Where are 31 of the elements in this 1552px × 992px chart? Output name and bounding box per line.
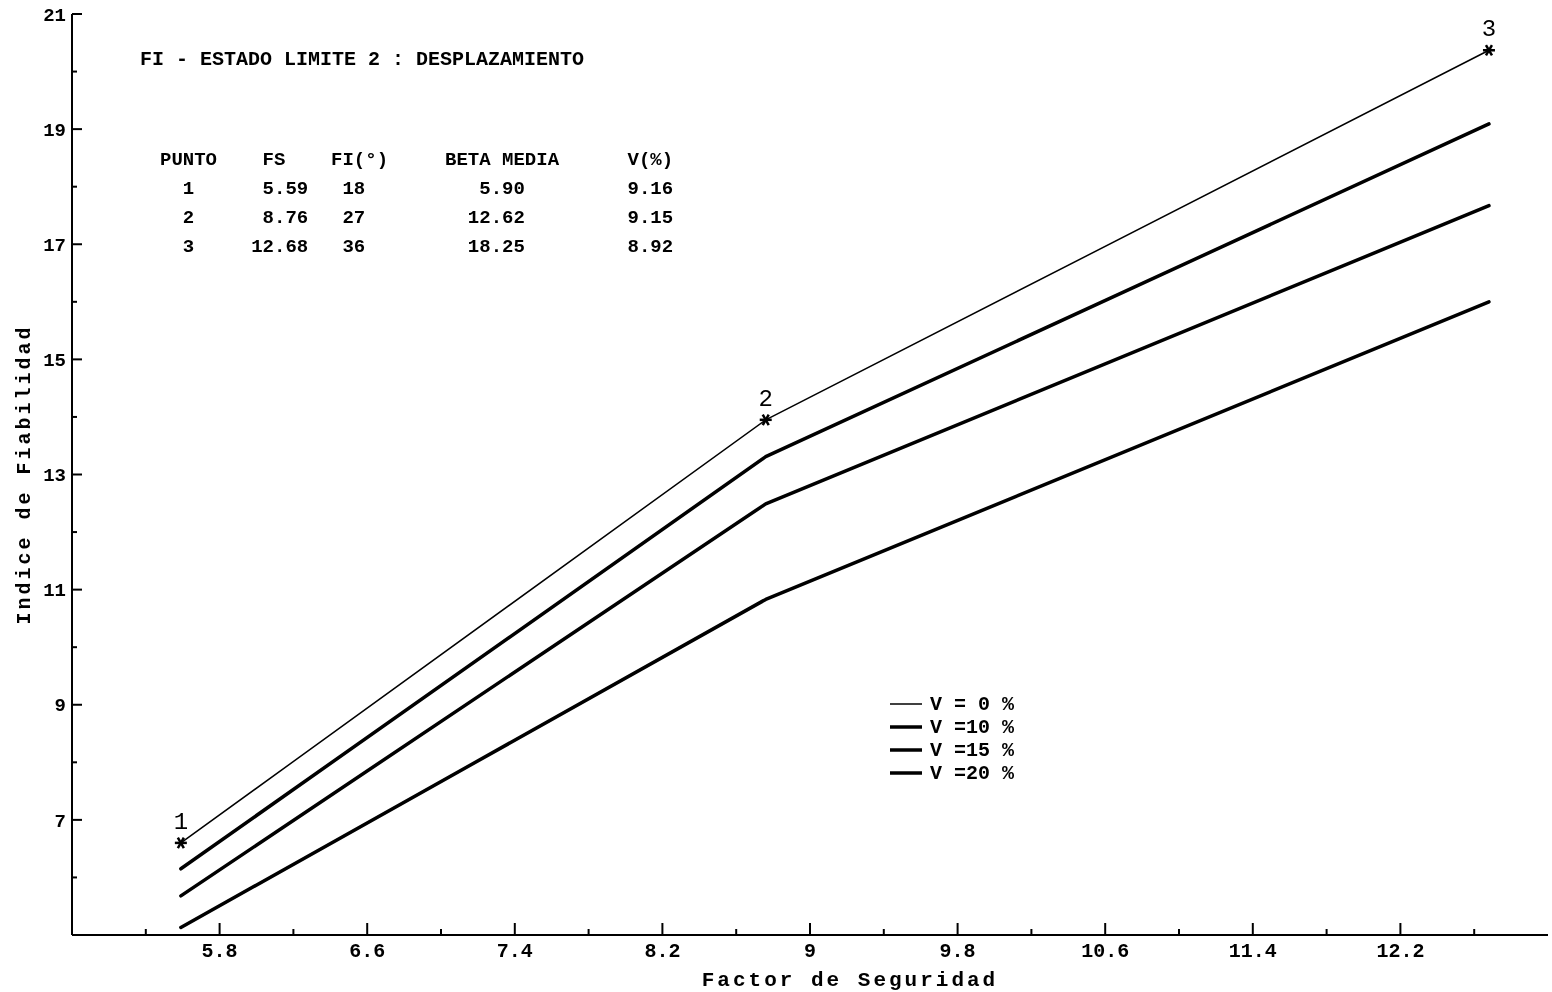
x-tick-label: 9.8: [939, 940, 976, 963]
x-tick-label: 9: [803, 940, 817, 963]
annotation: 3: [1481, 16, 1497, 44]
x-tick-label: 12.2: [1376, 940, 1425, 963]
y-tick-label: 21: [43, 4, 66, 27]
y-axis-title: Indice de Fiabilidad: [13, 324, 36, 625]
legend-label: V =15 %: [930, 739, 1016, 762]
x-tick-label: 7.4: [496, 940, 533, 963]
y-tick-label: 13: [43, 465, 66, 488]
y-tick-label: 17: [43, 234, 66, 257]
legend-label: V =20 %: [930, 762, 1016, 785]
annotation: PUNTO FS FI(°) BETA MEDIA V(%): [160, 149, 674, 171]
annotation: 1 5.59 18 5.90 9.16: [160, 178, 674, 200]
x-tick-label: 6.6: [349, 940, 386, 963]
x-tick-label: 8.2: [644, 940, 681, 963]
y-tick-label: 19: [43, 119, 66, 142]
y-tick-label: 7: [54, 810, 66, 833]
annotation: 2: [758, 385, 773, 413]
legend-label: V = 0 %: [930, 693, 1016, 716]
legend-label: V =10 %: [930, 716, 1016, 739]
annotation: 3 12.68 36 18.25 8.92: [160, 236, 674, 258]
y-tick-label: 9: [54, 695, 66, 718]
y-tick-label: 15: [43, 350, 66, 373]
x-axis-title: Factor de Seguridad: [701, 969, 999, 992]
x-tick-label: 11.4: [1228, 940, 1277, 963]
text: FI - ESTADO LIMITE 2 : DESPLAZAMIENTO: [140, 48, 585, 71]
x-tick-label: 10.6: [1081, 940, 1130, 963]
y-tick-label: 11: [43, 580, 66, 603]
annotation: 1: [173, 808, 189, 836]
annotation: 2 8.76 27 12.62 9.15: [160, 207, 674, 229]
x-tick-label: 5.8: [201, 940, 238, 963]
